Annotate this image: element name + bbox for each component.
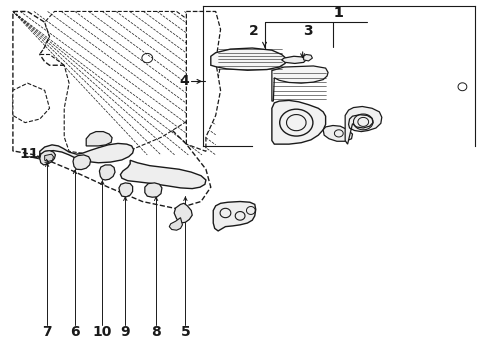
Text: 7: 7: [42, 325, 52, 339]
Text: 6: 6: [70, 325, 80, 339]
Polygon shape: [213, 202, 256, 231]
Text: 9: 9: [121, 325, 130, 339]
Polygon shape: [186, 12, 220, 151]
Polygon shape: [40, 150, 55, 165]
Polygon shape: [145, 183, 162, 197]
Polygon shape: [282, 56, 306, 63]
Polygon shape: [211, 48, 287, 70]
Text: 1: 1: [333, 6, 343, 21]
Polygon shape: [40, 143, 134, 163]
Polygon shape: [45, 154, 53, 161]
Text: 1: 1: [333, 6, 343, 21]
Polygon shape: [119, 183, 133, 197]
Text: 2: 2: [249, 24, 259, 39]
Polygon shape: [272, 100, 326, 144]
Polygon shape: [121, 160, 206, 189]
Text: 5: 5: [180, 325, 190, 339]
Text: 10: 10: [93, 325, 112, 339]
Polygon shape: [86, 132, 112, 146]
Polygon shape: [13, 83, 49, 123]
Text: 3: 3: [303, 24, 312, 39]
Polygon shape: [99, 165, 115, 180]
Polygon shape: [40, 12, 220, 155]
Polygon shape: [272, 66, 328, 101]
Polygon shape: [73, 155, 91, 170]
Text: 8: 8: [151, 325, 161, 339]
Polygon shape: [174, 203, 192, 223]
Polygon shape: [345, 107, 382, 144]
Polygon shape: [323, 126, 352, 141]
Polygon shape: [169, 218, 182, 230]
Polygon shape: [13, 12, 211, 209]
Polygon shape: [304, 54, 313, 61]
Text: 4: 4: [179, 75, 189, 89]
Text: 11: 11: [19, 147, 39, 161]
